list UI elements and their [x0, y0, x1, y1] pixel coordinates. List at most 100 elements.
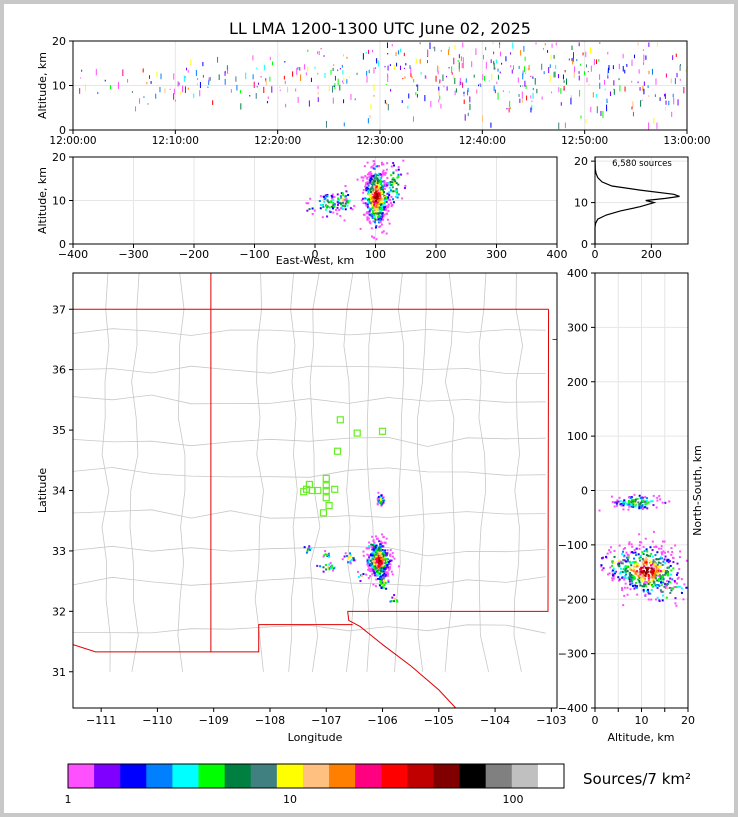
source-mark — [632, 111, 634, 117]
source-mark — [657, 574, 660, 577]
source-mark — [380, 494, 383, 497]
source-mark — [341, 558, 344, 561]
source-mark — [372, 164, 375, 167]
source-mark — [573, 66, 575, 73]
source-mark — [311, 212, 314, 215]
source-mark — [359, 574, 362, 577]
source-mark — [611, 560, 614, 563]
source-mark — [252, 74, 254, 80]
ns-ytick-label: 200 — [567, 376, 588, 389]
source-mark — [623, 577, 626, 580]
source-mark — [387, 563, 390, 566]
source-mark — [622, 65, 624, 72]
source-mark — [366, 560, 369, 563]
source-mark — [502, 90, 504, 92]
source-mark — [596, 106, 598, 114]
source-mark — [379, 576, 382, 579]
source-mark — [375, 537, 378, 540]
source-mark — [580, 115, 582, 119]
source-mark — [381, 569, 384, 572]
state-boundaries — [73, 273, 557, 708]
source-mark — [612, 561, 615, 564]
source-mark — [613, 570, 616, 573]
source-mark — [367, 187, 370, 190]
source-mark — [369, 222, 372, 225]
lon-tick-label: −109 — [199, 714, 229, 727]
source-mark — [621, 550, 624, 553]
source-mark — [384, 557, 387, 560]
source-mark — [380, 190, 383, 193]
source-mark — [659, 562, 662, 565]
source-mark — [613, 555, 616, 558]
source-mark — [386, 560, 389, 563]
source-mark — [271, 86, 273, 93]
source-mark — [629, 578, 632, 581]
source-mark — [459, 77, 461, 83]
source-mark — [173, 88, 175, 95]
source-mark — [373, 570, 376, 573]
source-mark — [332, 211, 335, 214]
source-mark — [379, 173, 382, 176]
source-mark — [383, 541, 386, 544]
colorbar-tick-label: 10 — [283, 793, 297, 806]
source-mark — [667, 561, 670, 564]
source-mark — [499, 42, 501, 49]
source-mark — [375, 535, 378, 538]
source-mark — [640, 568, 643, 571]
source-mark — [460, 56, 462, 62]
source-mark — [376, 177, 379, 180]
source-mark — [331, 196, 334, 199]
source-mark — [617, 561, 620, 564]
source-mark — [632, 566, 635, 569]
source-mark — [631, 551, 634, 554]
source-mark — [344, 552, 347, 555]
source-mark — [383, 572, 386, 575]
source-mark — [343, 78, 345, 81]
source-mark — [669, 581, 672, 584]
source-mark — [373, 541, 376, 544]
source-mark — [512, 65, 514, 70]
source-mark — [370, 173, 373, 176]
source-mark — [679, 65, 681, 71]
source-mark — [391, 186, 394, 189]
source-mark — [643, 565, 646, 568]
source-mark — [645, 559, 648, 562]
source-mark — [381, 533, 384, 536]
source-mark — [368, 220, 371, 223]
source-mark — [372, 569, 375, 572]
source-mark — [673, 580, 676, 583]
ew-xtick-label: −300 — [118, 248, 148, 261]
source-mark — [336, 201, 339, 204]
source-mark — [497, 74, 499, 80]
source-mark — [579, 90, 581, 97]
source-mark — [443, 85, 445, 88]
source-mark — [307, 49, 309, 52]
source-mark — [382, 563, 385, 566]
source-mark — [458, 62, 460, 70]
source-mark — [497, 92, 499, 100]
source-mark — [324, 550, 327, 553]
source-mark — [300, 74, 302, 81]
source-mark — [327, 552, 330, 555]
source-mark — [446, 86, 448, 91]
source-mark — [462, 57, 464, 64]
source-mark — [378, 199, 381, 202]
source-mark — [131, 91, 133, 93]
source-mark — [371, 544, 374, 547]
source-mark — [379, 203, 382, 206]
source-mark — [295, 88, 297, 92]
source-mark — [676, 572, 679, 575]
source-mark — [385, 558, 388, 561]
source-mark — [332, 97, 334, 104]
source-mark — [509, 100, 511, 108]
source-mark — [344, 196, 347, 199]
source-mark — [367, 577, 370, 580]
source-mark — [664, 586, 667, 589]
source-mark — [367, 49, 369, 54]
source-mark — [558, 74, 560, 79]
source-mark — [641, 566, 644, 569]
source-mark — [379, 540, 382, 543]
source-mark — [638, 533, 641, 536]
source-mark — [367, 118, 369, 124]
source-mark — [333, 205, 336, 208]
